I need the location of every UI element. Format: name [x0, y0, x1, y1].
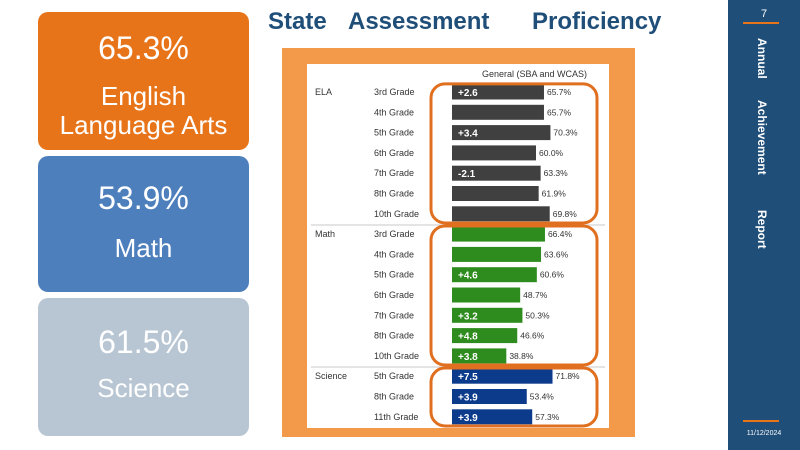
bar: [452, 409, 533, 425]
bar: [452, 368, 553, 384]
bar-value-label: 50.3%: [525, 310, 550, 320]
grade-label: 7th Grade: [374, 168, 414, 178]
proficiency-chart-svg: General (SBA and WCAS) 3rd Grade +2.6 65.7%…: [311, 69, 605, 428]
grade-label: 10th Grade: [374, 351, 419, 361]
science-summary-card: 61.5% Science: [38, 298, 249, 436]
group-label: Math: [315, 229, 335, 239]
bar-change-label: +4.6: [458, 271, 478, 282]
bar-change-label: +3.9: [458, 393, 478, 404]
science-percent: 61.5%: [98, 324, 189, 360]
bar-change-label: +4.8: [458, 332, 478, 343]
math-label: Math: [114, 233, 173, 263]
bar: [452, 246, 542, 262]
ela-summary-card: 65.3% English Language Arts: [38, 12, 249, 150]
ela-percent: 65.3%: [98, 30, 189, 66]
sidebar: [728, 0, 800, 450]
grade-label: 3rd Grade: [374, 229, 415, 239]
bar-change-label: +3.2: [458, 311, 478, 322]
bar: [452, 206, 550, 222]
sidebar-top-divider: [743, 22, 779, 24]
group-label: Science: [315, 371, 347, 381]
grade-label: 5th Grade: [374, 270, 414, 280]
chart-column-header: General (SBA and WCAS): [482, 69, 587, 79]
bar-value-label: 48.7%: [523, 290, 548, 300]
slide-date: 11/12/2024: [746, 430, 782, 437]
grade-label: 6th Grade: [374, 148, 414, 158]
grade-label: 4th Grade: [374, 249, 414, 259]
bar-value-label: 65.7%: [547, 87, 572, 97]
grade-label: 4th Grade: [374, 107, 414, 117]
group-highlight-outline: [429, 224, 599, 367]
bar: [452, 186, 539, 201]
ela-label-line1: English: [100, 81, 187, 111]
proficiency-chart: General (SBA and WCAS) 3rd Grade +2.6 65.7%…: [307, 64, 609, 428]
grade-label: 5th Grade: [374, 128, 414, 138]
bar-value-label: 60.6%: [540, 270, 565, 280]
grade-label: 5th Grade: [374, 371, 414, 381]
group-highlight-outline: [429, 82, 599, 225]
title-word-assessment: Assessment: [348, 8, 490, 35]
grade-label: 8th Grade: [374, 189, 414, 199]
bar-value-label: 71.8%: [556, 371, 581, 381]
bar: [452, 104, 544, 120]
bar: [452, 84, 544, 100]
bar: [452, 226, 545, 242]
sidebar-word-report: Report: [755, 210, 769, 249]
sidebar-word-annual: Annual: [755, 38, 769, 79]
grade-label: 3rd Grade: [374, 87, 415, 97]
title-word-proficiency: Proficiency: [532, 8, 662, 35]
bar-change-label: +3.8: [458, 352, 478, 363]
bar: [452, 165, 541, 181]
bar-value-label: 60.0%: [539, 148, 564, 158]
bar: [452, 145, 536, 161]
bar-value-label: 65.7%: [547, 107, 572, 117]
ela-label-line2: Language Arts: [59, 110, 228, 140]
bar: [452, 125, 551, 141]
bar: [452, 328, 518, 344]
bar-value-label: 63.6%: [544, 249, 569, 259]
slide-number: 7: [760, 8, 768, 20]
grade-label: 8th Grade: [374, 331, 414, 341]
bar-change-label: +7.5: [458, 372, 478, 383]
math-summary-card: 53.9% Math: [38, 156, 249, 292]
group-label: ELA: [315, 87, 332, 97]
bar-value-label: 61.9%: [542, 189, 567, 199]
bar: [452, 307, 523, 323]
bar-value-label: 46.6%: [520, 331, 545, 341]
bar: [452, 348, 507, 364]
grade-label: 11th Grade: [374, 412, 418, 422]
bar-value-label: 63.3%: [544, 168, 569, 178]
sidebar-bottom-divider: [743, 420, 779, 422]
science-label: Science: [97, 373, 190, 403]
grade-label: 10th Grade: [374, 209, 419, 219]
bar: [452, 287, 521, 303]
bar-change-label: +2.6: [458, 88, 478, 99]
bar-value-label: 38.8%: [509, 351, 534, 361]
slide-title: State Assessment Proficiency: [268, 8, 708, 42]
bar-change-label: +3.9: [458, 413, 478, 424]
bar-change-label: +3.4: [458, 129, 478, 140]
math-percent: 53.9%: [98, 180, 189, 216]
title-word-state: State: [268, 8, 327, 35]
bar-value-label: 70.3%: [553, 128, 578, 138]
bar-value-label: 53.4%: [530, 392, 555, 402]
bar-change-label: -2.1: [458, 169, 476, 180]
bar: [452, 267, 537, 283]
bar-value-label: 69.8%: [553, 209, 578, 219]
bar-value-label: 66.4%: [548, 229, 573, 239]
grade-label: 6th Grade: [374, 290, 414, 300]
bar: [452, 389, 527, 404]
group-highlight-outline: [429, 366, 599, 428]
grade-label: 7th Grade: [374, 310, 414, 320]
bar-value-label: 57.3%: [535, 412, 560, 422]
sidebar-word-achievement: Achievement: [755, 100, 769, 175]
grade-label: 8th Grade: [374, 392, 414, 402]
